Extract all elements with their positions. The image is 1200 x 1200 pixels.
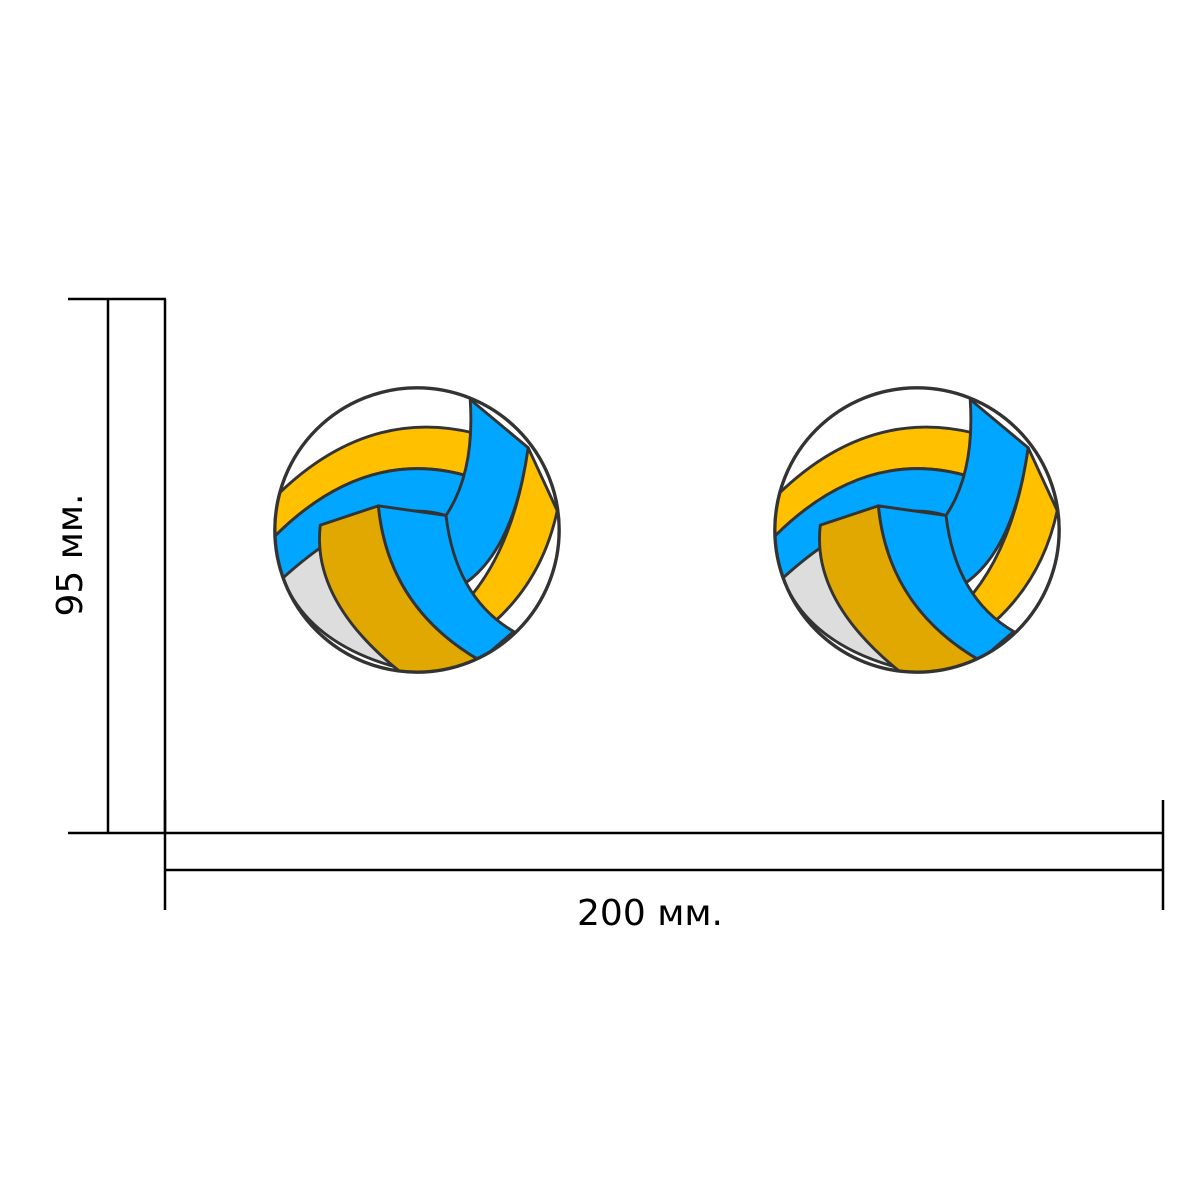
- volleyball-left: [262, 388, 559, 685]
- width-dimension: 200 мм.: [163, 800, 1165, 934]
- height-label: 95 мм.: [50, 493, 91, 616]
- volleyball-right: [762, 388, 1059, 685]
- height-dimension: 95 мм.: [50, 297, 167, 835]
- width-label: 200 мм.: [577, 893, 723, 934]
